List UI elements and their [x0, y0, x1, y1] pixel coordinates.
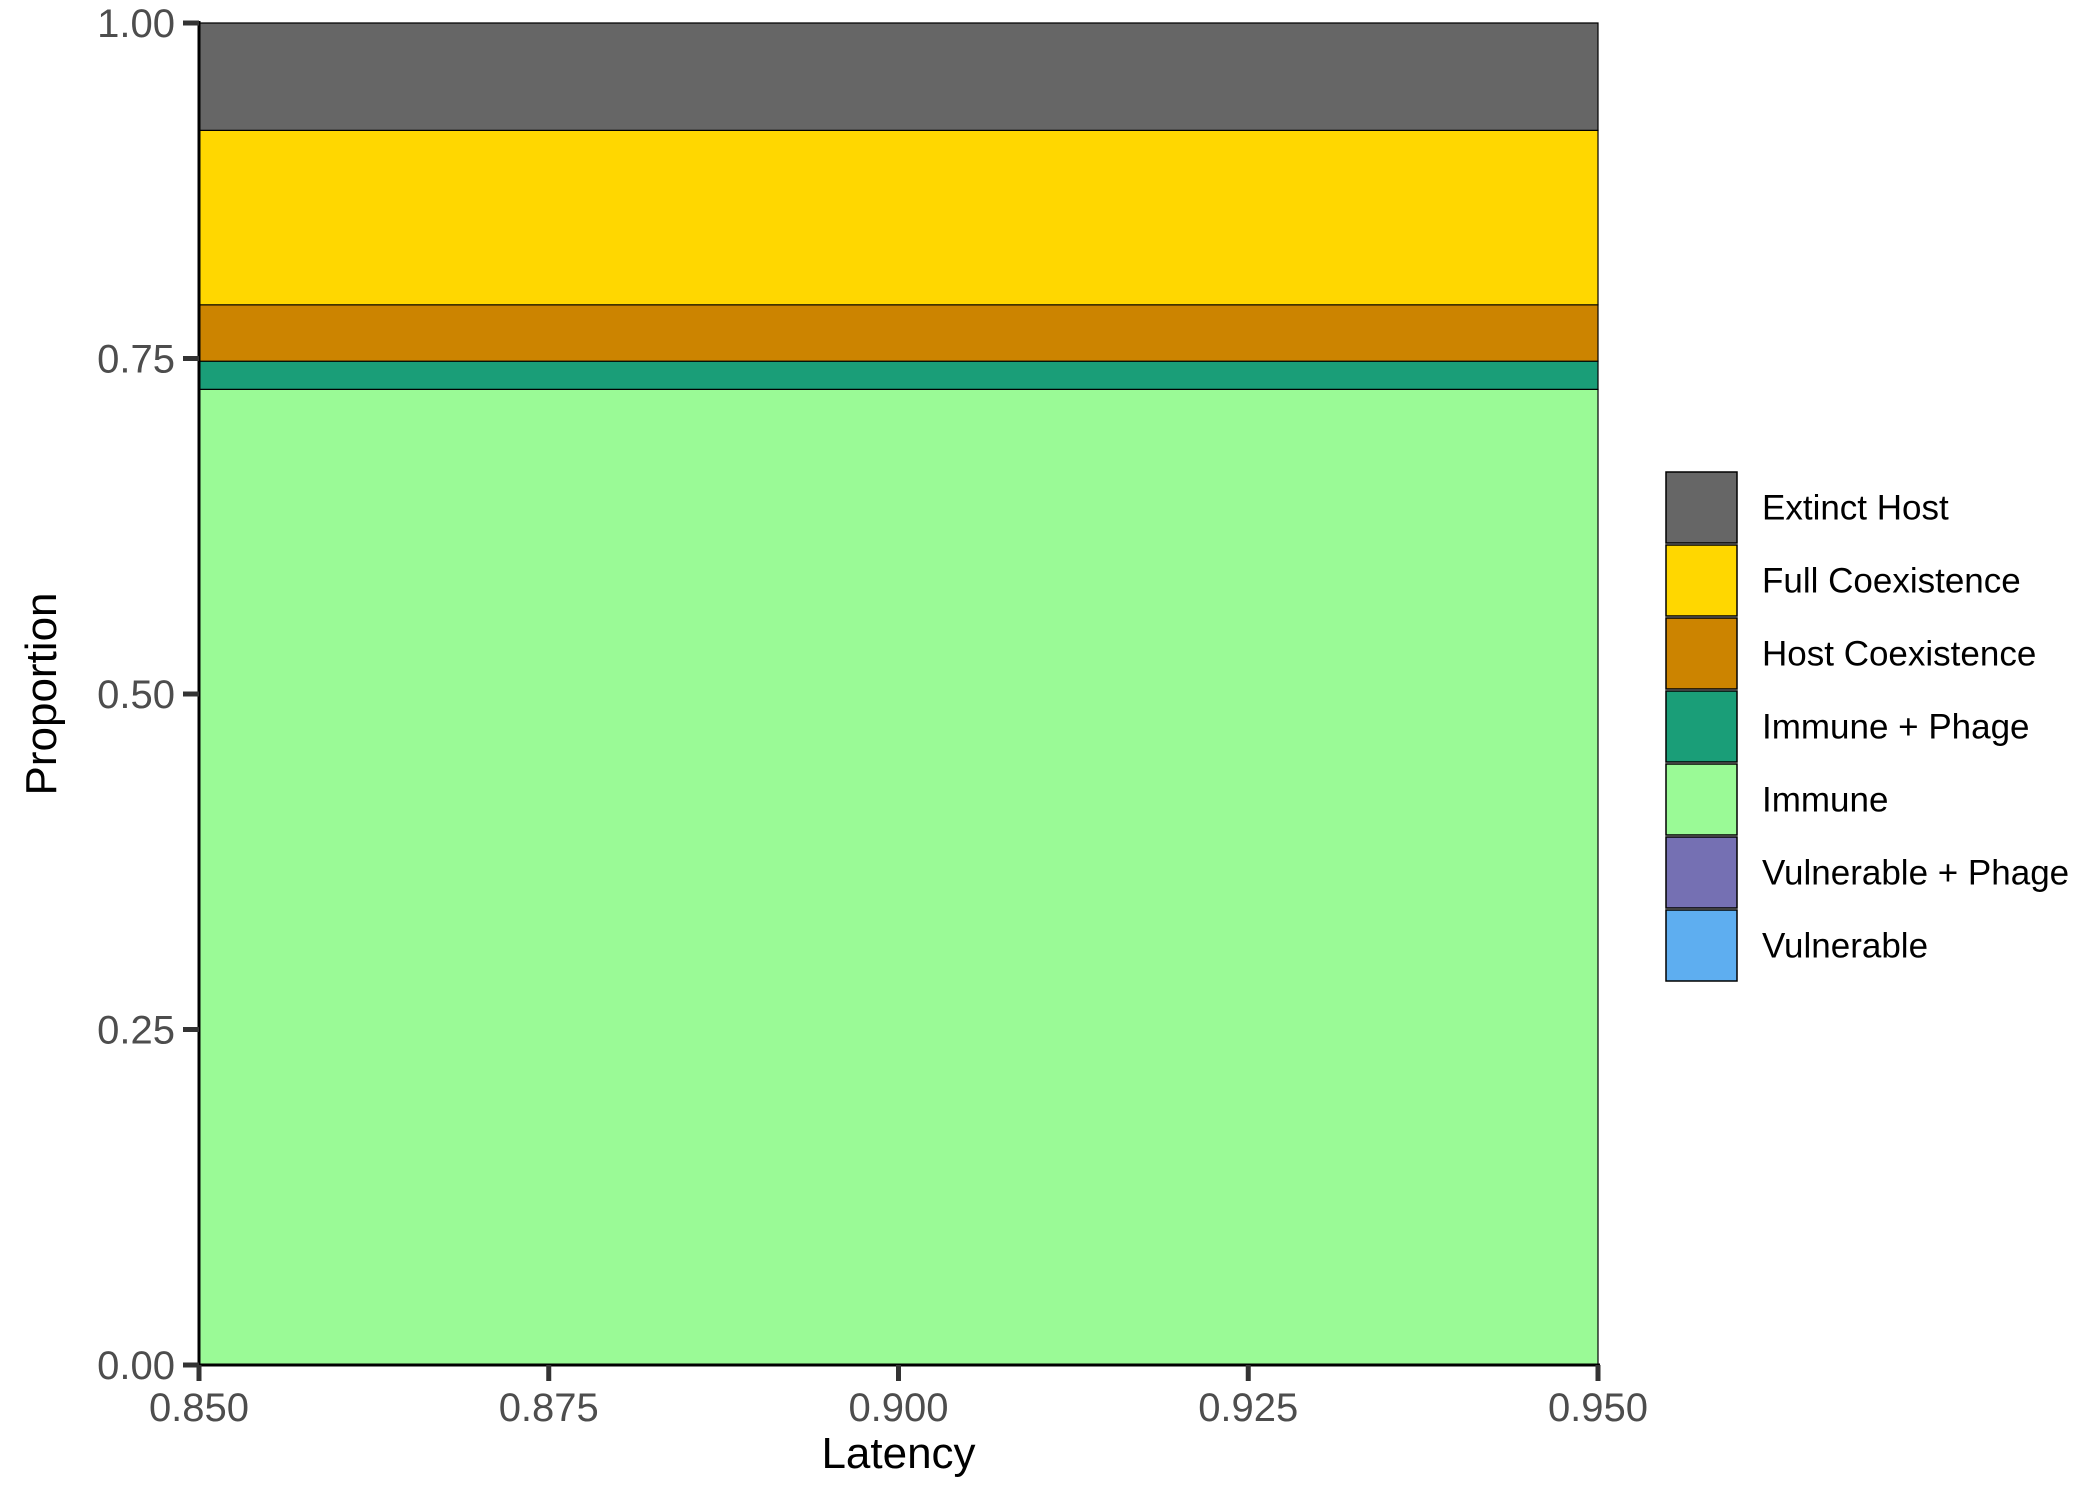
y-tick-label: 0.00 — [97, 1344, 175, 1388]
y-tick-label: 1.00 — [97, 2, 175, 46]
legend-label: Vulnerable — [1762, 927, 1928, 966]
legend-swatch — [1665, 690, 1738, 763]
y-axis-title: Proportion — [17, 592, 66, 795]
legend-swatch — [1665, 617, 1738, 690]
x-tick-label: 0.850 — [149, 1386, 249, 1430]
legend-item-extinct-host: Extinct Host — [1665, 471, 1949, 544]
x-tick-label: 0.925 — [1198, 1386, 1298, 1430]
area-immune — [198, 388, 1599, 1366]
legend-item-immune: Immune — [1665, 763, 1888, 836]
legend-label: Full Coexistence — [1762, 562, 2021, 601]
legend-label: Extinct Host — [1762, 489, 1949, 528]
area-host-coexistence — [198, 304, 1599, 362]
legend-item-vulnerable: Vulnerable — [1665, 909, 1928, 982]
legend-item-vulnerable-phage: Vulnerable + Phage — [1665, 836, 2069, 909]
legend-swatch — [1665, 763, 1738, 836]
legend-label: Immune + Phage — [1762, 708, 2030, 747]
area-full-coexistence — [198, 129, 1599, 306]
legend-label: Immune — [1762, 781, 1888, 820]
legend-swatch — [1665, 909, 1738, 982]
x-axis-title: Latency — [821, 1429, 975, 1478]
legend: Extinct Host Full Coexistence Host Coexist… — [1665, 471, 2069, 982]
legend-label: Vulnerable + Phage — [1762, 854, 2069, 893]
x-tick-label: 0.900 — [848, 1386, 948, 1430]
legend-item-immune-phage: Immune + Phage — [1665, 690, 2030, 763]
legend-item-host-coexistence: Host Coexistence — [1665, 617, 2036, 690]
legend-label: Host Coexistence — [1762, 635, 2036, 674]
area-extinct-host — [198, 22, 1599, 131]
legend-swatch — [1665, 471, 1738, 544]
x-tick-label: 0.950 — [1548, 1386, 1648, 1430]
ticks: 0.850 0.875 0.900 0.925 0.950 0.00 0.25 0.50 0.7… — [97, 2, 1648, 1430]
legend-item-full-coexistence: Full Coexistence — [1665, 544, 2021, 617]
y-tick-label: 0.75 — [97, 338, 175, 382]
legend-swatch — [1665, 544, 1738, 617]
y-tick-label: 0.25 — [97, 1009, 175, 1053]
y-tick-label: 0.50 — [97, 673, 175, 717]
x-tick-label: 0.875 — [499, 1386, 599, 1430]
legend-swatch — [1665, 836, 1738, 909]
plot-areas — [198, 22, 1599, 1366]
area-immune-phage — [198, 360, 1599, 390]
